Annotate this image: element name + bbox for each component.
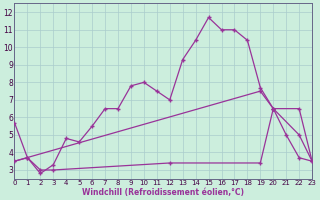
X-axis label: Windchill (Refroidissement éolien,°C): Windchill (Refroidissement éolien,°C) [82, 188, 244, 197]
